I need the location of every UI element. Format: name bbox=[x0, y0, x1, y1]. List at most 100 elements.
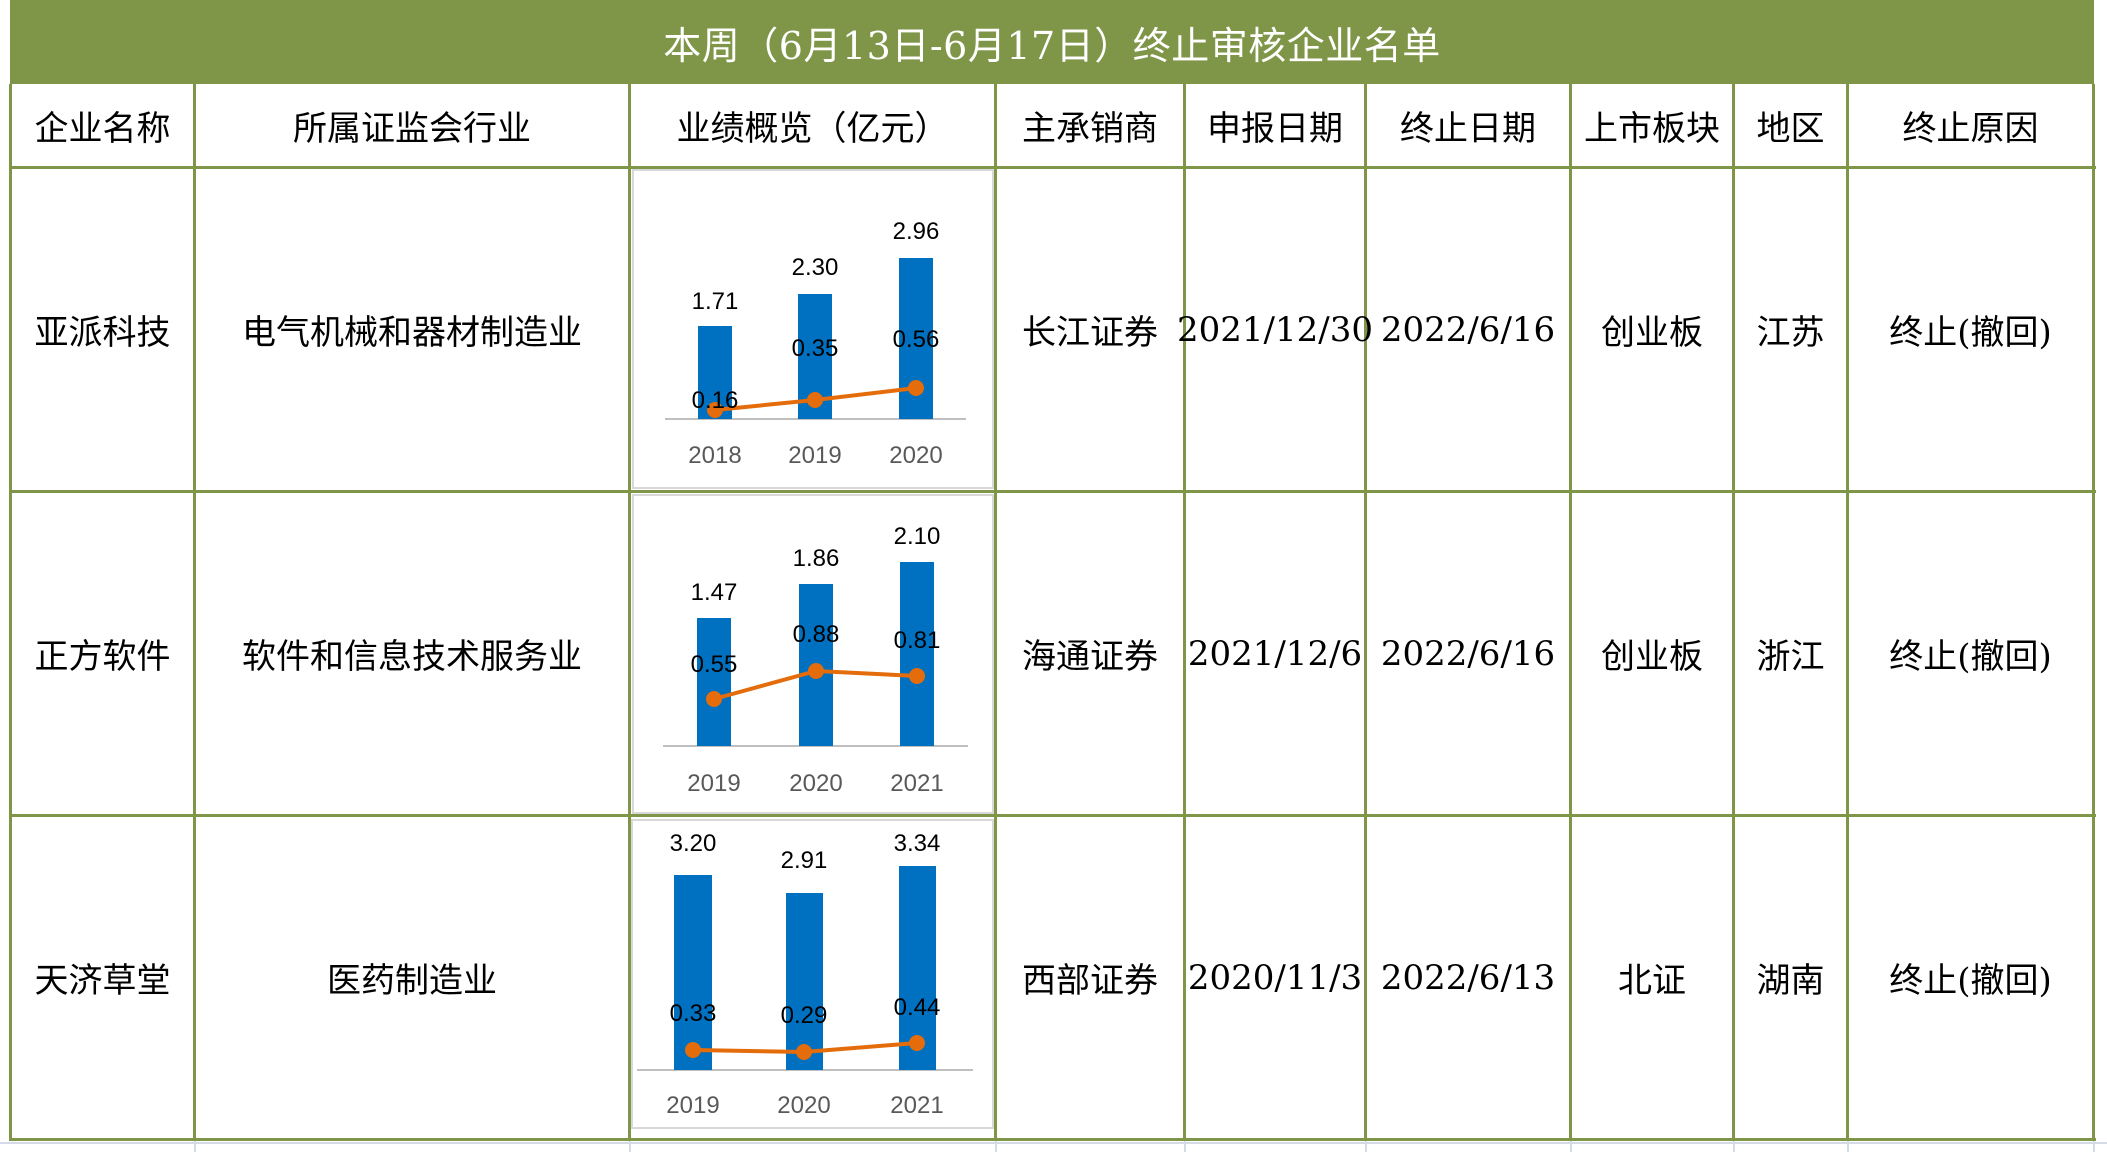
industry: 医药制造业 bbox=[327, 961, 497, 1001]
bar-value-label: 2.91 bbox=[781, 847, 828, 874]
row-divider bbox=[10, 814, 2096, 817]
line-value-label: 0.35 bbox=[792, 335, 839, 362]
x-tick-label: 2020 bbox=[789, 770, 842, 797]
listing-board: 创业板 bbox=[1601, 637, 1703, 677]
sheet-gridline bbox=[1847, 1141, 1849, 1152]
col-divider bbox=[628, 84, 631, 1141]
bar-value-label: 3.20 bbox=[670, 830, 717, 857]
line-value-label: 0.56 bbox=[893, 326, 940, 353]
line-value-label: 0.29 bbox=[781, 1002, 828, 1029]
termination-date: 2022/6/13 bbox=[1380, 957, 1556, 998]
termination-date: 2022/6/16 bbox=[1380, 633, 1556, 674]
bar-value-label: 2.10 bbox=[894, 523, 941, 550]
col-divider bbox=[1183, 84, 1186, 1141]
performance-chart: 1.71 2.30 2.96 0.16 0.35 0.56 2018 2019 … bbox=[632, 169, 994, 489]
header-performance: 业绩概览（亿元） bbox=[676, 108, 949, 149]
bar-2020 bbox=[786, 893, 823, 1070]
bar-2021 bbox=[900, 562, 934, 746]
row-divider bbox=[10, 166, 2096, 169]
header-board: 上市板块 bbox=[1584, 108, 1720, 149]
filing-date: 2021/12/30 bbox=[1177, 309, 1373, 350]
bar-value-label: 2.30 bbox=[792, 254, 839, 281]
underwriter: 海通证券 bbox=[1022, 637, 1158, 677]
x-tick-label: 2019 bbox=[687, 770, 740, 797]
line-point bbox=[707, 402, 723, 418]
chart-svg: 1.71 2.30 2.96 0.16 0.35 0.56 2018 2019 … bbox=[665, 218, 966, 469]
line-point bbox=[908, 380, 924, 396]
x-tick-label: 2019 bbox=[788, 442, 841, 469]
bar-value-label: 1.86 bbox=[793, 545, 840, 572]
termination-reason: 终止(撤回) bbox=[1889, 313, 2052, 353]
line-value-label: 0.33 bbox=[670, 1000, 717, 1027]
line-value-label: 0.88 bbox=[793, 621, 840, 648]
x-tick-label: 2021 bbox=[890, 1092, 943, 1119]
sheet-gridline bbox=[194, 1141, 196, 1152]
sheet-gridline bbox=[995, 1141, 997, 1152]
header-company: 企业名称 bbox=[34, 108, 171, 149]
header-filing-date: 申报日期 bbox=[1207, 108, 1343, 149]
company-name: 亚派科技 bbox=[34, 313, 171, 353]
x-tick-label: 2021 bbox=[890, 770, 943, 797]
line-point bbox=[808, 663, 824, 679]
chart-svg: 3.20 2.91 3.34 0.33 0.29 0.44 2019 2020 … bbox=[637, 830, 973, 1119]
line-point bbox=[807, 392, 823, 408]
sheet-gridline bbox=[2093, 1141, 2095, 1152]
col-divider bbox=[9, 84, 12, 1141]
header-industry: 所属证监会行业 bbox=[293, 108, 531, 149]
line-value-label: 0.81 bbox=[894, 627, 941, 654]
termination-date: 2022/6/16 bbox=[1380, 309, 1556, 350]
sheet-gridline bbox=[1570, 1141, 1572, 1152]
x-tick-label: 2018 bbox=[688, 442, 741, 469]
region: 江苏 bbox=[1756, 313, 1825, 353]
header-reason: 终止原因 bbox=[1902, 108, 2039, 149]
performance-chart: 1.47 1.86 2.10 0.55 0.88 0.81 2019 2020 … bbox=[632, 494, 994, 814]
header-region: 地区 bbox=[1756, 108, 1825, 149]
region: 湖南 bbox=[1756, 961, 1825, 1001]
header-termination-date: 终止日期 bbox=[1400, 108, 1536, 149]
termination-reason: 终止(撤回) bbox=[1889, 961, 2052, 1001]
header-underwriter: 主承销商 bbox=[1022, 108, 1158, 149]
chart-svg: 1.47 1.86 2.10 0.55 0.88 0.81 2019 2020 … bbox=[663, 523, 968, 797]
bar-2019 bbox=[674, 875, 712, 1070]
bar-value-label: 2.96 bbox=[893, 218, 940, 245]
industry: 软件和信息技术服务业 bbox=[242, 637, 582, 677]
col-divider bbox=[1846, 84, 1849, 1141]
line-point bbox=[909, 1035, 925, 1051]
sheet-gridline bbox=[1184, 1141, 1186, 1152]
sheet-gridline bbox=[0, 1142, 2107, 1144]
line-point bbox=[706, 691, 722, 707]
bar-2019 bbox=[697, 618, 731, 746]
bar-value-label: 3.34 bbox=[894, 830, 941, 857]
listing-board: 创业板 bbox=[1601, 313, 1703, 353]
title-banner: 本周（6月13日-6月17日）终止审核企业名单 bbox=[10, 0, 2094, 84]
filing-date: 2021/12/6 bbox=[1187, 633, 1363, 674]
sheet-gridline bbox=[1733, 1141, 1735, 1152]
col-divider bbox=[1364, 84, 1367, 1141]
col-divider bbox=[193, 84, 196, 1141]
listing-board: 北证 bbox=[1618, 961, 1686, 1001]
performance-chart: 3.20 2.91 3.34 0.33 0.29 0.44 2019 2020 … bbox=[631, 819, 994, 1129]
line-value-label: 0.44 bbox=[894, 994, 941, 1021]
company-name: 正方软件 bbox=[34, 637, 171, 677]
col-divider bbox=[994, 84, 997, 1141]
bar-value-label: 1.47 bbox=[691, 579, 738, 606]
row-divider bbox=[10, 490, 2096, 493]
line-value-label: 0.16 bbox=[692, 387, 739, 414]
underwriter: 西部证券 bbox=[1022, 961, 1158, 1001]
col-divider bbox=[1569, 84, 1572, 1141]
row-divider bbox=[10, 1138, 2096, 1141]
company-name: 天济草堂 bbox=[34, 961, 171, 1001]
col-divider bbox=[2092, 84, 2095, 1141]
sheet-gridline bbox=[629, 1141, 631, 1152]
termination-reason: 终止(撤回) bbox=[1889, 637, 2052, 677]
x-tick-label: 2020 bbox=[777, 1092, 830, 1119]
page-title: 本周（6月13日-6月17日）终止审核企业名单 bbox=[663, 23, 1441, 68]
filing-date: 2020/11/3 bbox=[1187, 957, 1363, 998]
sheet-gridline bbox=[1365, 1141, 1367, 1152]
line-point bbox=[685, 1042, 701, 1058]
industry: 电气机械和器材制造业 bbox=[242, 313, 582, 353]
line-value-label: 0.55 bbox=[691, 651, 738, 678]
col-divider bbox=[1732, 84, 1735, 1141]
region: 浙江 bbox=[1756, 637, 1825, 677]
underwriter: 长江证券 bbox=[1022, 313, 1158, 353]
